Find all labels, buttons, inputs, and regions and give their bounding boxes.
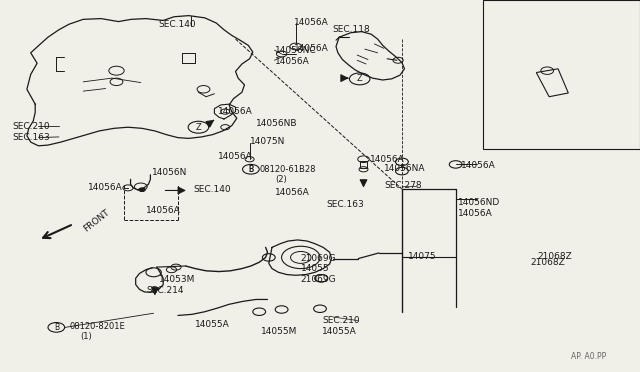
Text: SEC.210: SEC.210	[322, 316, 360, 325]
Circle shape	[139, 188, 145, 192]
Text: 14053M: 14053M	[159, 275, 195, 283]
Text: 14055A: 14055A	[322, 327, 356, 336]
Text: 14056A: 14056A	[275, 188, 310, 197]
Text: FRONT: FRONT	[82, 207, 111, 233]
Text: 08120-61B28: 08120-61B28	[259, 165, 316, 174]
Text: 14056A: 14056A	[88, 183, 123, 192]
Text: SEC.210: SEC.210	[13, 122, 51, 131]
Text: (1): (1)	[80, 332, 92, 341]
Text: 14056A: 14056A	[275, 57, 310, 66]
Text: (2): (2)	[275, 175, 287, 184]
Text: 21069G: 21069G	[301, 254, 337, 263]
Text: 14056ND: 14056ND	[458, 198, 500, 207]
Text: SEC.214: SEC.214	[146, 286, 184, 295]
Text: 14055: 14055	[301, 264, 330, 273]
Text: B: B	[248, 165, 253, 174]
Text: AP. A0.PP: AP. A0.PP	[571, 352, 607, 361]
Text: SEC.163: SEC.163	[13, 133, 51, 142]
Text: 14055A: 14055A	[195, 320, 230, 329]
Text: 14075N: 14075N	[250, 137, 285, 146]
Text: 21069G: 21069G	[301, 275, 337, 283]
Bar	[483, 0, 640, 149]
Text: 08120-8201E: 08120-8201E	[69, 322, 125, 331]
Text: 14056A: 14056A	[146, 206, 180, 215]
Text: SEC.278: SEC.278	[384, 182, 422, 190]
Text: 21068Z: 21068Z	[530, 258, 564, 267]
Text: Z: Z	[196, 123, 201, 132]
Text: B: B	[248, 165, 253, 174]
Text: 14056A: 14056A	[218, 152, 252, 161]
Text: 14056A: 14056A	[294, 18, 329, 27]
Text: 14056A: 14056A	[461, 161, 495, 170]
Text: 14056NB: 14056NB	[256, 119, 298, 128]
Text: 14056A: 14056A	[294, 44, 329, 53]
Text: Z: Z	[357, 74, 362, 83]
Text: 14056NA: 14056NA	[384, 164, 426, 173]
Text: SEC.118: SEC.118	[333, 25, 371, 34]
Text: 14056A: 14056A	[218, 107, 252, 116]
Text: SEC.140: SEC.140	[159, 20, 196, 29]
Text: 14055M: 14055M	[261, 327, 298, 336]
Text: 14075: 14075	[408, 252, 437, 261]
Text: B: B	[54, 323, 59, 332]
Text: 14056N: 14056N	[152, 169, 188, 177]
Text: 14056A: 14056A	[458, 209, 492, 218]
Text: 21068Z: 21068Z	[538, 252, 572, 261]
Text: SEC.163: SEC.163	[326, 200, 364, 209]
Text: SEC.140: SEC.140	[193, 185, 231, 194]
Bar	[360, 161, 367, 168]
Text: 14056NC: 14056NC	[275, 46, 317, 55]
Text: 14056A: 14056A	[370, 155, 404, 164]
